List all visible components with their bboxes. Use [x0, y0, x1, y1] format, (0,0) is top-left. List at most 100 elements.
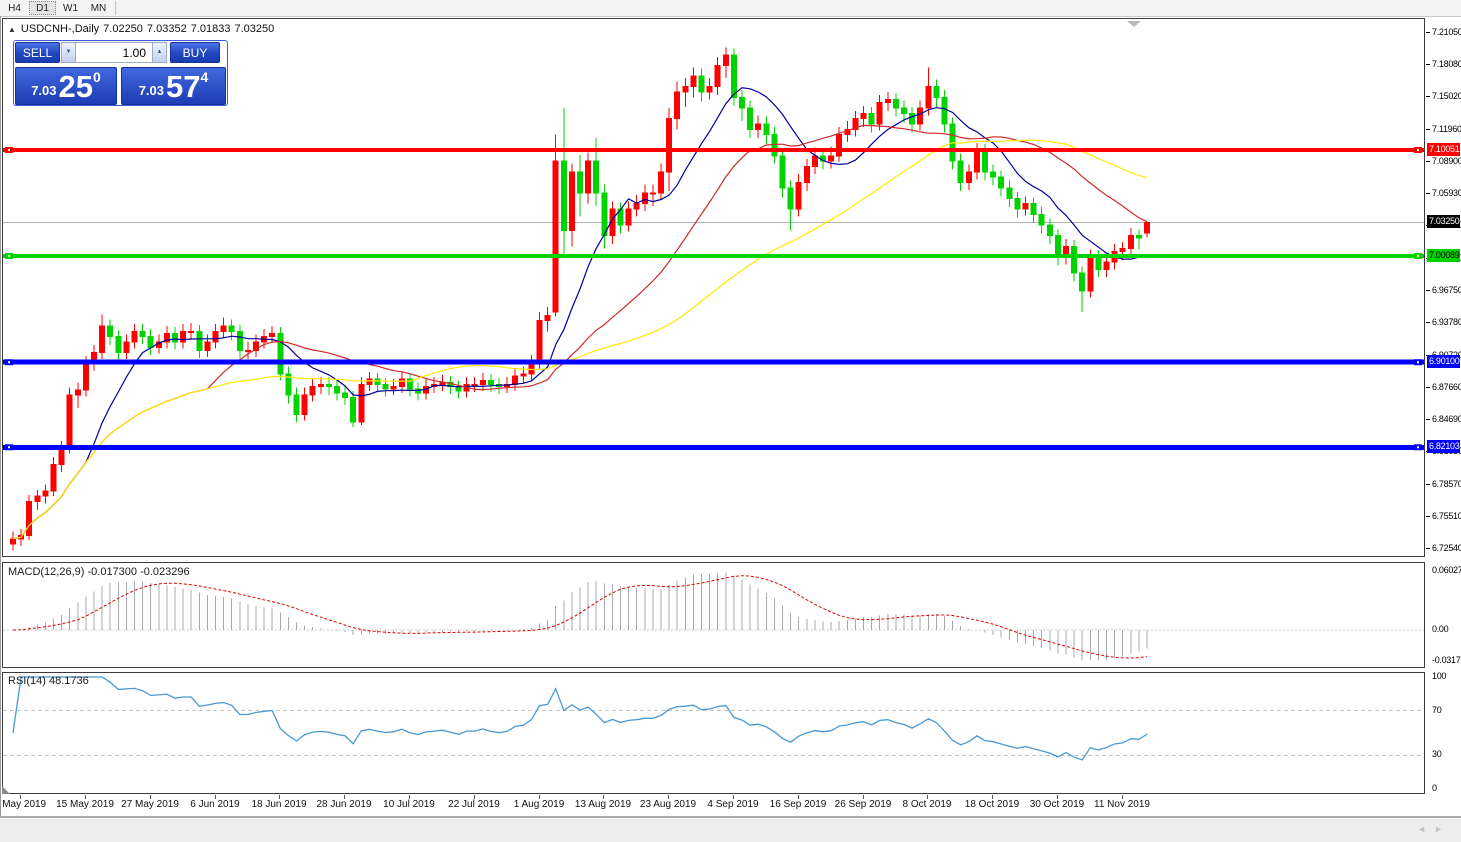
volume-decrease-button[interactable]: ▼ [61, 42, 76, 63]
sell-price-prefix: 7.03 [31, 83, 57, 98]
volume-input[interactable] [76, 42, 152, 63]
buy-button[interactable]: BUY [170, 42, 220, 63]
volume-increase-button[interactable]: ▲ [152, 42, 167, 63]
date-axis-label: 16 Sep 2019 [769, 799, 827, 810]
timeframe-toolbar: H4 D1 W1 MN [0, 0, 1461, 17]
price-axis-tick [1426, 32, 1430, 33]
date-axis-tick [603, 795, 604, 799]
date-axis-label: 10 Jul 2019 [383, 799, 435, 810]
timeframe-button-h4[interactable]: H4 [8, 3, 21, 14]
rsi-value: 48.1736 [48, 675, 89, 687]
price-axis-tick-label: 6.78570 [1432, 479, 1461, 489]
date-axis-label: 23 Aug 2019 [639, 799, 697, 810]
macd-signal-value: -0.023296 [140, 566, 190, 578]
moving-average-line [12, 87, 1148, 540]
window-left-border [0, 16, 1, 816]
panel-resize-grip[interactable] [2, 786, 10, 794]
macd-axis-label: -0.031725 [1432, 655, 1461, 665]
date-axis[interactable]: 3 May 2019 15 May 2019 27 May 2019 6 Jun 20… [0, 795, 1425, 815]
date-axis-label: 15 May 2019 [56, 799, 114, 810]
date-axis-tick [85, 795, 86, 799]
date-axis-label: 6 Jun 2019 [190, 799, 240, 810]
rsi-axis-label: 30 [1432, 749, 1442, 759]
level-price-label: 7.00089 [1427, 249, 1460, 262]
date-axis-tick [409, 795, 410, 799]
quote-open: 7.02250 [103, 23, 143, 35]
price-axis-tick [1426, 64, 1430, 65]
date-axis-label: 27 May 2019 [121, 799, 179, 810]
date-axis-tick [863, 795, 864, 799]
price-axis-tick [1426, 129, 1430, 130]
symbol-name: USDCNH-,Daily [20, 23, 100, 35]
buy-price-pip: 4 [200, 69, 209, 85]
price-axis[interactable]: 7.21050 7.18080 7.15020 7.11960 7.08900 7.059… [1426, 16, 1461, 816]
date-axis-tick [215, 795, 216, 799]
date-axis-label: 22 Jul 2019 [448, 799, 500, 810]
date-axis-label: 18 Jun 2019 [251, 799, 307, 810]
price-axis-tick [1426, 290, 1430, 291]
timeframe-button-mn[interactable]: MN [90, 3, 107, 14]
main-price-chart-panel[interactable] [2, 18, 1425, 557]
date-axis-label: 13 Aug 2019 [574, 799, 632, 810]
date-axis-tick [733, 795, 734, 799]
price-axis-tick [1426, 193, 1430, 194]
date-axis-tick [474, 795, 475, 799]
macd-indicator-panel[interactable] [2, 562, 1425, 668]
rsi-axis-label: 100 [1432, 671, 1447, 681]
symbol-quote-line: ▲ USDCNH-,Daily 7.02250 7.03352 7.01833 7.032… [8, 23, 278, 35]
price-axis-tick-label: 6.75510 [1432, 511, 1461, 521]
sell-price-button[interactable]: 7.03 25 0 [15, 67, 117, 105]
macd-chart-canvas[interactable] [3, 563, 1424, 667]
price-axis-tick [1426, 484, 1430, 485]
price-axis-tick [1426, 419, 1430, 420]
price-axis-tick [1426, 161, 1430, 162]
price-axis-tick [1426, 96, 1430, 97]
date-axis-label: 11 Nov 2019 [1094, 799, 1150, 810]
buy-price-button[interactable]: 7.03 57 4 [121, 67, 226, 105]
rsi-indicator-panel[interactable] [2, 672, 1425, 794]
level-price-label: 6.90100 [1427, 355, 1460, 368]
date-axis-label: 3 May 2019 [0, 799, 47, 810]
quote-high: 7.03352 [146, 23, 187, 35]
rsi-axis-label: 0 [1432, 783, 1437, 793]
sell-price-main: 25 [58, 69, 93, 104]
rsi-axis-label: 70 [1432, 705, 1442, 715]
price-axis-tick-label: 6.96750 [1432, 285, 1461, 295]
chart-tab-bar: ◄► [0, 819, 1461, 842]
price-axis-tick-label: 7.08900 [1432, 156, 1461, 166]
sell-price-pip: 0 [93, 69, 101, 85]
buy-price-prefix: 7.03 [138, 83, 165, 98]
chart-shift-marker-icon[interactable] [1127, 21, 1141, 27]
timeframe-button-d1[interactable]: D1 [29, 1, 56, 15]
date-axis-tick [344, 795, 345, 799]
macd-main-value: -0.017300 [87, 566, 138, 578]
date-axis-tick [20, 795, 21, 799]
timeframe-button-w1[interactable]: W1 [63, 3, 78, 14]
candlestick-chart-canvas[interactable] [3, 19, 1424, 556]
date-axis-tick [668, 795, 669, 799]
price-axis-tick-label: 7.21050 [1432, 27, 1461, 37]
date-axis-tick [279, 795, 280, 799]
macd-axis-label: 0.060273 [1432, 565, 1461, 575]
date-axis-label: 26 Sep 2019 [834, 799, 892, 810]
rsi-chart-canvas[interactable] [3, 673, 1424, 793]
one-click-trading-panel: SELL ▼ ▲ BUY 7.03 25 0 7.03 57 4 [13, 40, 228, 106]
toolbar-separator [115, 1, 116, 15]
collapse-panel-icon[interactable]: ▲ [8, 25, 16, 34]
date-axis-label: 1 Aug 2019 [513, 799, 565, 810]
tab-scroll-left-icon[interactable]: ◄ [1417, 824, 1435, 834]
current-price-label: 7.03250 [1427, 215, 1460, 228]
date-axis-tick [798, 795, 799, 799]
sell-button[interactable]: SELL [15, 42, 60, 63]
date-axis-tick [992, 795, 993, 799]
price-axis-tick [1426, 548, 1430, 549]
statusbar-divider [0, 816, 1461, 819]
date-axis-label: 28 Jun 2019 [316, 799, 372, 810]
date-axis-tick [1122, 795, 1123, 799]
level-price-label: 7.10051 [1427, 143, 1460, 156]
date-axis-label: 30 Oct 2019 [1029, 799, 1085, 810]
macd-label: MACD(12,26,9) -0.017300 -0.023296 [8, 566, 190, 578]
tab-scroll-right-icon[interactable]: ► [1434, 824, 1451, 834]
quote-close: 7.03250 [234, 23, 275, 35]
